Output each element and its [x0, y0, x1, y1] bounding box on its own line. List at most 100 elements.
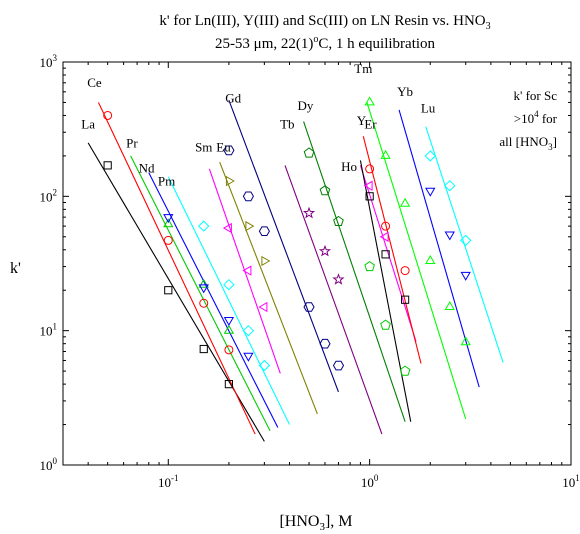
- data-point-ho: [365, 192, 374, 201]
- fit-line-pm: [167, 176, 291, 425]
- data-point-la: [164, 286, 173, 295]
- data-point-la: [199, 344, 208, 354]
- data-point-unlabeled: [399, 365, 411, 376]
- data-point-ce: [163, 235, 173, 245]
- data-point-tm: [444, 301, 455, 310]
- data-point-tb: [302, 206, 316, 219]
- data-point-tb: [332, 273, 345, 285]
- data-point-gd: [258, 226, 270, 236]
- data-point-la: [224, 380, 234, 389]
- fit-line-er: [362, 136, 422, 364]
- fit-line-ce: [97, 102, 256, 435]
- data-point-lu: [444, 179, 456, 192]
- fit-line-yb: [398, 109, 480, 388]
- data-point-tm: [380, 149, 391, 159]
- y-tick-label: 102: [40, 187, 58, 204]
- data-point-pm: [242, 324, 255, 337]
- data-point-gd: [223, 145, 235, 156]
- axis-ticks: [62, 61, 572, 466]
- data-point-yb: [425, 187, 436, 197]
- data-point-sm: [258, 301, 268, 313]
- data-point-ce: [224, 345, 234, 355]
- element-label-pm: Pm: [158, 174, 175, 189]
- element-label-dy: Dy: [298, 98, 314, 113]
- x-tick-label: 100: [361, 473, 379, 490]
- data-point-gd: [319, 338, 331, 349]
- data-point-tm: [364, 96, 375, 106]
- data-point-dy: [333, 215, 344, 226]
- data-point-pm: [223, 278, 235, 291]
- data-point-unlabeled: [380, 319, 391, 330]
- data-point-y: [379, 231, 389, 242]
- data-point-sm: [242, 265, 252, 276]
- sc-note-line3: all [HNO3]: [499, 134, 557, 152]
- data-point-er: [400, 266, 410, 276]
- fit-line-dy: [303, 121, 406, 422]
- data-point-gd: [332, 360, 345, 371]
- element-label-ce: Ce: [87, 75, 102, 90]
- data-point-lu: [459, 234, 472, 247]
- data-point-dy: [319, 185, 331, 196]
- y-tick-label: 100: [40, 456, 58, 473]
- data-point-pr: [223, 324, 235, 334]
- element-label-lu: Lu: [421, 101, 436, 116]
- data-point-lu: [424, 150, 437, 162]
- data-point-tm: [425, 255, 436, 264]
- element-label-ho: Ho: [341, 159, 357, 174]
- data-point-tb: [318, 244, 332, 257]
- data-point-sm: [222, 222, 232, 234]
- data-point-pr: [198, 278, 209, 288]
- data-point-ho: [400, 295, 410, 304]
- element-label-sm: Sm: [195, 140, 212, 155]
- data-point-yb: [444, 231, 455, 241]
- element-label-tm: Tm: [354, 61, 372, 76]
- element-label-yb: Yb: [397, 84, 413, 99]
- data-point-eu: [261, 255, 271, 267]
- data-point-nd: [243, 352, 254, 362]
- data-point-yb: [460, 271, 471, 281]
- data-point-nd: [163, 214, 174, 224]
- element-label-nd: Nd: [139, 161, 155, 176]
- element-label-gd: Gd: [225, 90, 241, 105]
- fit-line-tm: [366, 102, 467, 420]
- x-axis-label: [HNO3], M: [279, 513, 352, 533]
- fit-line-eu: [219, 161, 318, 415]
- data-point-tm: [399, 197, 411, 207]
- data-point-ce: [199, 298, 209, 308]
- data-point-nd: [198, 284, 209, 294]
- data-point-ce: [103, 110, 113, 120]
- y-tick-label: 103: [40, 53, 58, 70]
- data-point-nd: [223, 317, 235, 327]
- fit-line-y: [359, 165, 417, 342]
- x-tick-label: 10-1: [158, 473, 179, 490]
- data-markers: [103, 96, 472, 389]
- sc-note-line2: >104 for: [514, 109, 558, 126]
- fit-line-tb: [284, 165, 383, 435]
- y-tick-label: 101: [40, 322, 58, 339]
- data-point-pr: [163, 218, 174, 228]
- chart-title-line2: 25-53 μm, 22(1)oC, 1 h equilibration: [215, 34, 436, 52]
- data-point-tm: [460, 336, 471, 346]
- plot-frame: [62, 61, 572, 466]
- sc-note-line1: k' for Sc: [513, 88, 557, 103]
- element-label-la: La: [81, 116, 95, 131]
- data-point-ho: [381, 250, 390, 259]
- data-point-gd: [242, 191, 254, 202]
- fit-line-ho: [359, 160, 412, 422]
- chart-title-line1: k' for Ln(III), Y(III) and Sc(III) on LN…: [159, 13, 490, 32]
- data-point-pm: [197, 220, 210, 232]
- data-point-dy: [303, 147, 315, 158]
- data-point-unlabeled: [364, 260, 375, 272]
- element-label-y: Y: [357, 113, 367, 128]
- element-label-eu: Eu: [216, 140, 231, 155]
- data-point-er: [381, 221, 391, 231]
- data-point-er: [365, 164, 375, 174]
- data-point-pm: [258, 359, 271, 372]
- data-point-la: [103, 161, 112, 170]
- y-axis-label: k': [10, 260, 21, 277]
- data-point-eu: [225, 175, 235, 187]
- element-label-pr: Pr: [126, 136, 138, 151]
- element-label-tb: Tb: [280, 116, 294, 131]
